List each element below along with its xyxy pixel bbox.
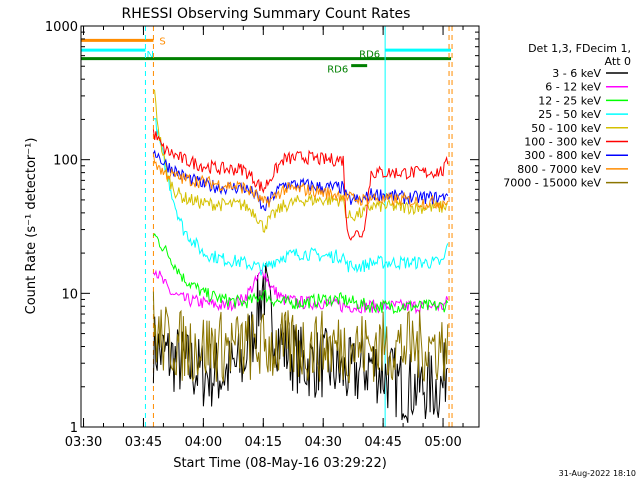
x-tick-label: 03:45 xyxy=(125,435,162,450)
series-3 xyxy=(152,233,449,315)
y-tick-label: 1000 xyxy=(45,20,78,35)
series-1 xyxy=(152,263,449,423)
x-tick-label: 04:45 xyxy=(364,435,401,450)
legend-header: Det 1,3, FDecim 1, xyxy=(528,42,631,55)
series-5 xyxy=(153,89,448,233)
legend-label: 800 - 7000 keV xyxy=(517,163,601,176)
x-tick-label: 04:00 xyxy=(185,435,222,450)
x-tick-label: 03:30 xyxy=(65,435,102,450)
chart-title: RHESSI Observing Summary Count Rates xyxy=(122,6,411,22)
series-9 xyxy=(152,291,449,384)
series-line xyxy=(153,117,449,276)
flag-label: RD6 xyxy=(327,65,348,76)
flag-label: N xyxy=(146,50,153,61)
series-8 xyxy=(152,153,449,211)
legend-label: 12 - 25 keV xyxy=(538,94,601,107)
x-tick-label: 04:15 xyxy=(245,435,282,450)
series-line xyxy=(152,129,449,241)
series-line xyxy=(152,233,449,315)
legend-label: 300 - 800 keV xyxy=(524,149,601,162)
legend-label: 50 - 100 keV xyxy=(531,122,601,135)
y-axis-label: Count Rate (s⁻¹ detector⁻¹) xyxy=(24,138,39,315)
series-line xyxy=(152,263,449,423)
series-line xyxy=(152,153,449,211)
flag-label: RD6 xyxy=(359,50,380,61)
legend-label: 3 - 6 keV xyxy=(552,67,601,80)
x-tick-label: 04:30 xyxy=(304,435,341,450)
legend-label: 6 - 12 keV xyxy=(545,81,601,94)
y-tick-label: 100 xyxy=(53,154,78,169)
x-axis-label: Start Time (08-May-16 03:29:22) xyxy=(173,456,387,471)
plot-frame xyxy=(80,25,480,428)
legend-header: Att 0 xyxy=(605,55,631,68)
y-axis-ticks: 1 10 100 1000 xyxy=(45,20,479,436)
x-tick-label: 05:00 xyxy=(424,435,461,450)
flag-label: S xyxy=(159,36,165,47)
series-7 xyxy=(152,149,449,212)
y-tick-label: 10 xyxy=(61,287,78,302)
series-line xyxy=(153,89,448,233)
y-tick-label: 1 xyxy=(70,421,78,436)
legend-label: 25 - 50 keV xyxy=(538,108,601,121)
legend-label: 100 - 300 keV xyxy=(524,136,601,149)
series-layer xyxy=(152,89,449,423)
series-4 xyxy=(153,117,449,276)
series-line xyxy=(152,149,449,212)
legend-label: 7000 - 15000 keV xyxy=(503,177,601,190)
series-line xyxy=(152,291,449,384)
flags-layer: SN RD6 RD6 xyxy=(81,36,452,76)
x-axis-ticks: 03:30 03:45 04:00 04:15 04:30 04:45 05:00 xyxy=(65,26,464,450)
vlines-layer xyxy=(144,26,453,427)
series-6 xyxy=(152,129,449,241)
timestamp: 31-Aug-2022 18:10 xyxy=(559,469,636,478)
